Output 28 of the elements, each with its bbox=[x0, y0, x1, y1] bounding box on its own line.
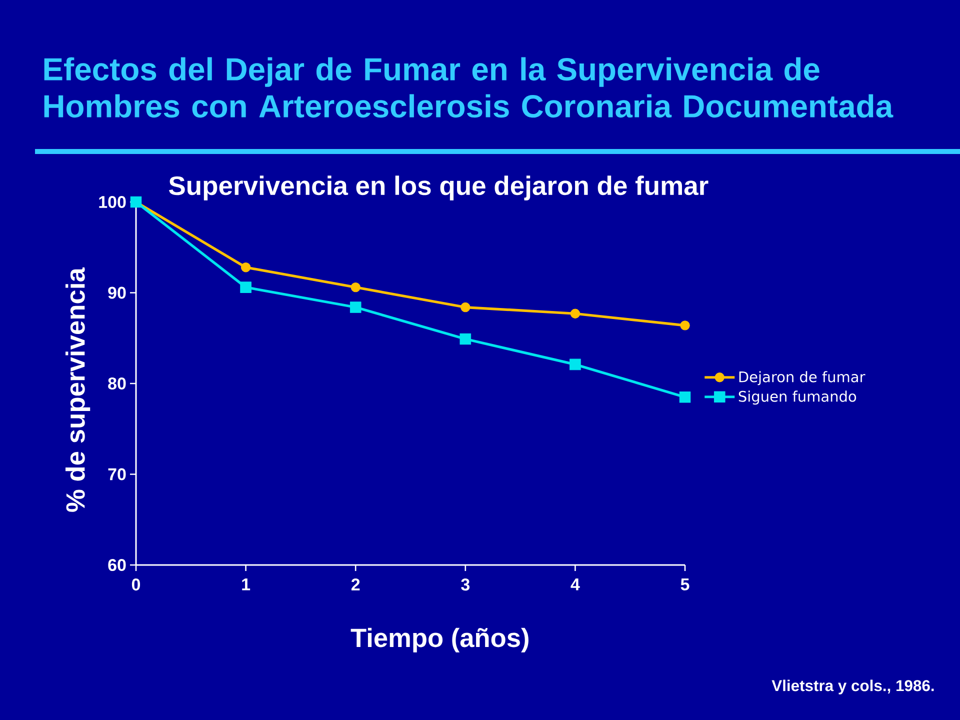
point bbox=[350, 282, 360, 292]
point bbox=[460, 333, 472, 345]
y-tick-label: 60 bbox=[108, 558, 126, 572]
y-tick-label: 70 bbox=[108, 468, 126, 480]
x-tick-label: 1 bbox=[242, 578, 250, 590]
point bbox=[570, 358, 581, 370]
x-tick-label: 2 bbox=[351, 578, 360, 590]
text: Vlietstra y cols., 1986. bbox=[772, 680, 934, 694]
x-axis-title: Tiempo (años) bbox=[350, 628, 528, 652]
point bbox=[350, 302, 362, 313]
x-tick-label: 5 bbox=[680, 578, 690, 590]
point bbox=[679, 391, 691, 403]
y-axis-title: % de supervivencia bbox=[66, 267, 90, 512]
y-tick-label: 90 bbox=[108, 286, 126, 299]
chart-subtitle: Supervivencia en los que dejaron de fumar bbox=[168, 176, 708, 200]
x-tick-label: 3 bbox=[461, 578, 470, 591]
x-tick-label: 4 bbox=[570, 578, 580, 590]
x-tick-label: 0 bbox=[132, 578, 140, 591]
y-tick-label: 80 bbox=[108, 377, 126, 390]
chart-title: Efectos del Dejar de Fumar en la Supervivencia de Hombres con Arteroesclerosis Coronaria Documentada bbox=[44, 57, 894, 118]
point bbox=[680, 320, 690, 330]
legend-label: Dejaron de fumar bbox=[739, 371, 866, 386]
point bbox=[460, 302, 470, 312]
y-tick-label: 100 bbox=[99, 196, 126, 208]
legend-label: Siguen fumando bbox=[738, 390, 856, 405]
point bbox=[240, 262, 251, 272]
point bbox=[570, 308, 580, 318]
point bbox=[240, 282, 252, 293]
